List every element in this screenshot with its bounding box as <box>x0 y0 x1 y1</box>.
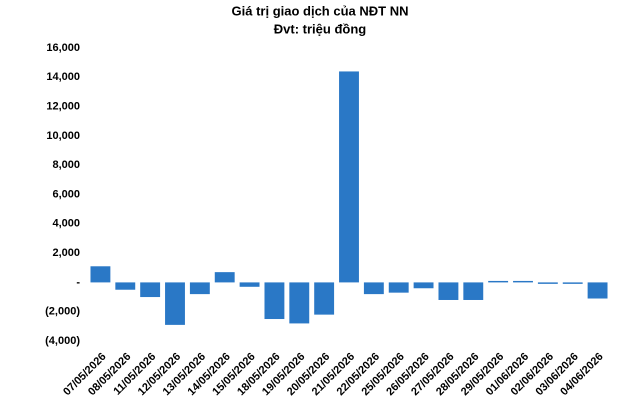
bar <box>214 272 235 283</box>
bar <box>90 266 111 283</box>
y-tick-label: 12,000 <box>46 101 80 113</box>
y-tick-label: 6,000 <box>52 188 80 200</box>
chart-title: Giá trị giao dịch của NĐT NN <box>232 3 409 18</box>
bar <box>363 282 384 295</box>
y-tick-label: 8,000 <box>52 159 80 171</box>
bar <box>488 280 509 283</box>
chart-subtitle: Đvt: triệu đồng <box>274 21 366 36</box>
bar <box>463 282 484 300</box>
y-tick-label: (2,000) <box>45 306 80 318</box>
y-tick-label: - <box>76 276 80 288</box>
y-tick-label: 2,000 <box>52 247 80 259</box>
bar <box>314 282 335 315</box>
bar <box>189 282 210 295</box>
bar <box>562 282 583 284</box>
bar <box>115 282 136 290</box>
bar <box>388 282 409 293</box>
bar <box>339 71 359 283</box>
y-tick-label: 4,000 <box>52 218 80 230</box>
bar <box>537 282 558 284</box>
bar <box>239 282 260 287</box>
bar <box>264 282 285 320</box>
bar <box>413 282 434 289</box>
y-tick-label: 16,000 <box>46 42 80 54</box>
y-tick-label: (4,000) <box>45 335 80 347</box>
y-tick-label: 10,000 <box>46 130 80 142</box>
bar <box>165 282 185 325</box>
bar <box>587 282 608 299</box>
bar <box>438 282 459 300</box>
bar <box>140 282 161 298</box>
y-tick-label: 14,000 <box>46 71 80 83</box>
bar <box>289 282 310 324</box>
bar <box>513 280 533 283</box>
